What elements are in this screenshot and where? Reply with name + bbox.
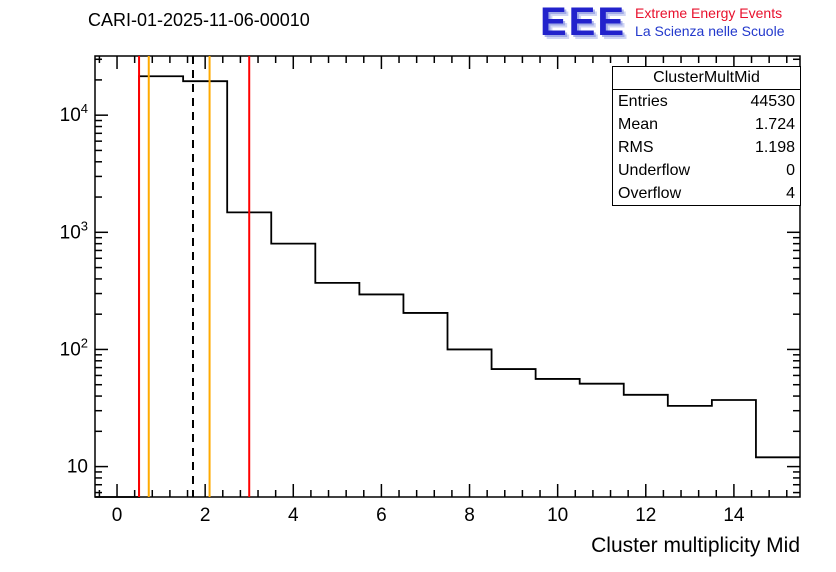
axis-tick-labels: 0 2 4 6 8 10 12 14 10 102 103 104 xyxy=(60,101,745,526)
svg-text:12: 12 xyxy=(635,505,656,526)
eee-logo-text: EEE xyxy=(540,0,627,44)
stats-value: 1.198 xyxy=(754,139,795,156)
stats-value: 44530 xyxy=(750,93,796,110)
stats-value: 1.724 xyxy=(754,116,795,133)
x-axis-title: Cluster multiplicity Mid xyxy=(591,534,800,557)
svg-text:104: 104 xyxy=(60,101,88,126)
svg-text:10: 10 xyxy=(547,505,568,526)
svg-text:8: 8 xyxy=(464,505,475,526)
plot-frame xyxy=(94,55,801,498)
stats-row-entries: Entries 44530 xyxy=(613,90,800,113)
stats-value: 4 xyxy=(786,185,795,202)
svg-text:103: 103 xyxy=(60,218,88,243)
eee-logo: EEE Extreme Energy Events La Scienza nel… xyxy=(540,2,784,42)
svg-text:10: 10 xyxy=(67,457,88,478)
stats-row-underflow: Underflow 0 xyxy=(613,159,800,182)
stats-box: ClusterMultMid Entries 44530 Mean 1.724 … xyxy=(612,66,801,206)
chart-title: CARI-01-2025-11-06-00010 xyxy=(88,10,310,30)
stats-label: Mean xyxy=(618,116,659,133)
stats-row-overflow: Overflow 4 xyxy=(613,182,800,205)
histogram-line xyxy=(95,75,800,498)
svg-text:2: 2 xyxy=(200,505,211,526)
stats-label: Underflow xyxy=(618,162,691,179)
svg-text:0: 0 xyxy=(112,505,123,526)
eee-logo-subtitle: Extreme Energy Events La Scienza nelle S… xyxy=(635,2,784,42)
svg-text:4: 4 xyxy=(288,505,299,526)
stats-header: ClusterMultMid xyxy=(613,67,800,90)
logo-line-extreme-energy-events: Extreme Energy Events xyxy=(635,4,783,21)
stats-label: Entries xyxy=(618,93,668,110)
svg-text:6: 6 xyxy=(376,505,387,526)
svg-text:102: 102 xyxy=(60,335,88,360)
stats-row-rms: RMS 1.198 xyxy=(613,136,800,159)
stats-value: 0 xyxy=(786,162,795,179)
stats-label: RMS xyxy=(618,139,654,156)
logo-line-la-scienza: La Scienza nelle Scuole xyxy=(635,22,785,39)
svg-text:14: 14 xyxy=(723,505,745,526)
stats-row-mean: Mean 1.724 xyxy=(613,113,800,136)
stats-label: Overflow xyxy=(618,185,682,202)
